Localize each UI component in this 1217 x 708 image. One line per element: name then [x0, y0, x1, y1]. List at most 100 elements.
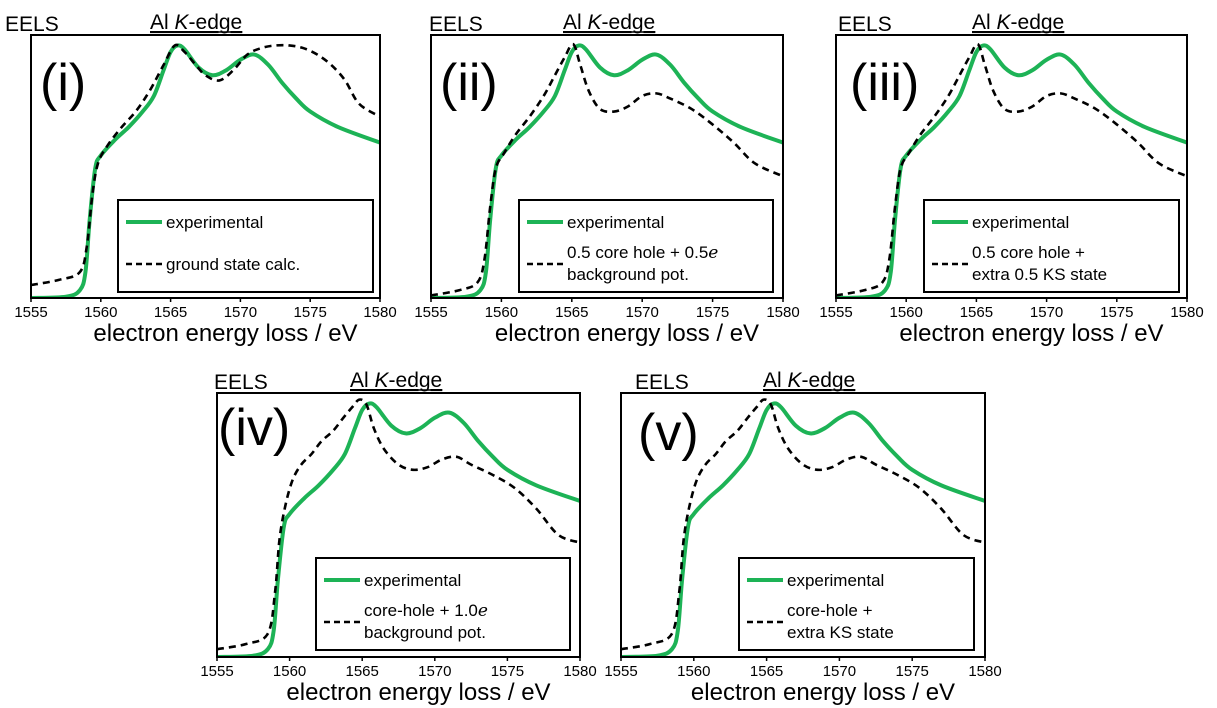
x-tick-label: 1555 — [200, 663, 233, 680]
legend-label-calculated-line1: core-hole + — [787, 601, 873, 620]
edge-prefix: Al — [350, 369, 375, 392]
eels-label: EELS — [429, 13, 483, 36]
edge-suffix: -edge — [1011, 11, 1065, 34]
panel-label: (iv) — [218, 399, 290, 457]
x-tick-label: 1555 — [414, 304, 447, 321]
legend-label-calculated-line1: core-hole + 1.0e — [364, 601, 488, 621]
legend-label-experimental: experimental — [972, 213, 1069, 232]
legend-text: 0.5 core hole + 0.5 — [567, 243, 708, 262]
x-tick-label: 1570 — [823, 663, 856, 680]
legend-label-calculated-line2: extra 0.5 KS state — [972, 265, 1107, 284]
edge-suffix: -edge — [602, 11, 656, 34]
x-tick-label: 1555 — [819, 304, 852, 321]
edge-italic: K — [175, 11, 190, 34]
x-tick-label: 1575 — [696, 304, 729, 321]
x-tick-label: 1575 — [896, 663, 929, 680]
plot-frame — [430, 34, 784, 299]
panel-label: (ii) — [440, 54, 498, 112]
legend-label-calculated-line2: background pot. — [364, 623, 486, 642]
x-tick-label: 1560 — [485, 304, 518, 321]
plot-frame — [620, 392, 986, 658]
x-axis-label: electron energy loss / eV — [286, 679, 550, 706]
x-tick-label: 1565 — [154, 304, 187, 321]
series-group — [621, 398, 985, 657]
legend-label-experimental: experimental — [166, 213, 263, 232]
x-tick-label: 1560 — [677, 663, 710, 680]
edge-italic: K — [788, 369, 803, 392]
calculated-line — [836, 42, 1187, 297]
edge-prefix: Al — [972, 11, 997, 34]
edge-suffix: -edge — [389, 369, 443, 392]
calculated-line — [217, 398, 580, 651]
legend-label-calculated-line1: 0.5 core hole + 0.5e — [567, 243, 718, 263]
edge-prefix: Al — [563, 11, 588, 34]
edge-italic: K — [375, 369, 390, 392]
x-tick-label: 1575 — [1100, 304, 1133, 321]
series-group — [836, 42, 1187, 298]
panel-1: 1555 1560 1565 1570 1575 1580 electron energy … — [5, 11, 397, 347]
legend: experimental core-hole + extra KS state — [738, 557, 975, 651]
eels-label: EELS — [838, 13, 892, 36]
x-tick-label: 1555 — [604, 663, 637, 680]
x-tick-label: 1570 — [626, 304, 659, 321]
legend-text: core-hole + 1.0 — [364, 601, 478, 620]
x-tick-label: 1560 — [890, 304, 923, 321]
edge-italic: K — [588, 11, 603, 34]
panel-label: (i) — [40, 54, 86, 112]
legend: experimental core-hole + 1.0e background p… — [315, 557, 571, 651]
x-tick-label: 1565 — [555, 304, 588, 321]
panel-label: (iii) — [850, 54, 919, 112]
edge-title: Al K-edge — [350, 369, 442, 392]
series-group — [217, 398, 580, 657]
x-tick-label: 1555 — [14, 304, 47, 321]
legend-box — [315, 557, 571, 651]
eels-label: EELS — [214, 371, 268, 394]
panel-5: 1555 1560 1565 1570 1575 1580 electron energy … — [604, 369, 1001, 706]
legend-electron-symbol: e — [478, 601, 488, 621]
x-tick-label: 1580 — [563, 663, 596, 680]
edge-suffix: -edge — [189, 11, 243, 34]
x-tick-label: 1580 — [363, 304, 396, 321]
legend-box — [923, 199, 1180, 293]
legend: experimental 0.5 core hole + extra 0.5 KS … — [923, 199, 1180, 293]
legend-label-calculated: ground state calc. — [166, 255, 300, 274]
legend-label-experimental: experimental — [787, 571, 884, 590]
series-group — [31, 43, 380, 298]
eels-label: EELS — [635, 371, 689, 394]
edge-title: Al K-edge — [972, 11, 1064, 34]
x-tick-label: 1565 — [750, 663, 783, 680]
legend-label-calculated-line2: background pot. — [567, 265, 689, 284]
legend-label-experimental: experimental — [567, 213, 664, 232]
x-tick-label: 1570 — [418, 663, 451, 680]
panel-2: 1555 1560 1565 1570 1575 1580 electron energy … — [414, 11, 799, 347]
edge-title: Al K-edge — [563, 11, 655, 34]
edge-prefix: Al — [763, 369, 788, 392]
x-axis-label: electron energy loss / eV — [93, 320, 357, 347]
x-tick-label: 1580 — [968, 663, 1001, 680]
panel-3: 1555 1560 1565 1570 1575 1580 electron energy … — [819, 11, 1203, 347]
x-axis-label: electron energy loss / eV — [691, 679, 955, 706]
edge-prefix: Al — [150, 11, 175, 34]
legend-label-calculated-line1: 0.5 core hole + — [972, 243, 1085, 262]
x-tick-label: 1570 — [1030, 304, 1063, 321]
calculated-line — [431, 42, 783, 297]
legend-box — [117, 199, 374, 293]
x-tick-label: 1575 — [491, 663, 524, 680]
x-tick-label: 1560 — [84, 304, 117, 321]
calculated-line — [31, 43, 380, 287]
edge-title: Al K-edge — [763, 369, 855, 392]
edge-title: Al K-edge — [150, 11, 242, 34]
legend-box — [738, 557, 975, 651]
calculated-line — [621, 398, 985, 651]
x-axis-label: electron energy loss / eV — [495, 320, 759, 347]
edge-italic: K — [997, 11, 1012, 34]
x-tick-label: 1575 — [294, 304, 327, 321]
legend: experimental 0.5 core hole + 0.5e backgrou… — [518, 199, 774, 293]
eels-label: EELS — [5, 13, 59, 36]
legend: experimental ground state calc. — [117, 199, 374, 293]
series-group — [431, 42, 783, 298]
legend-label-calculated-line2: extra KS state — [787, 623, 894, 642]
x-tick-label: 1570 — [224, 304, 257, 321]
panel-label: (v) — [638, 404, 699, 462]
